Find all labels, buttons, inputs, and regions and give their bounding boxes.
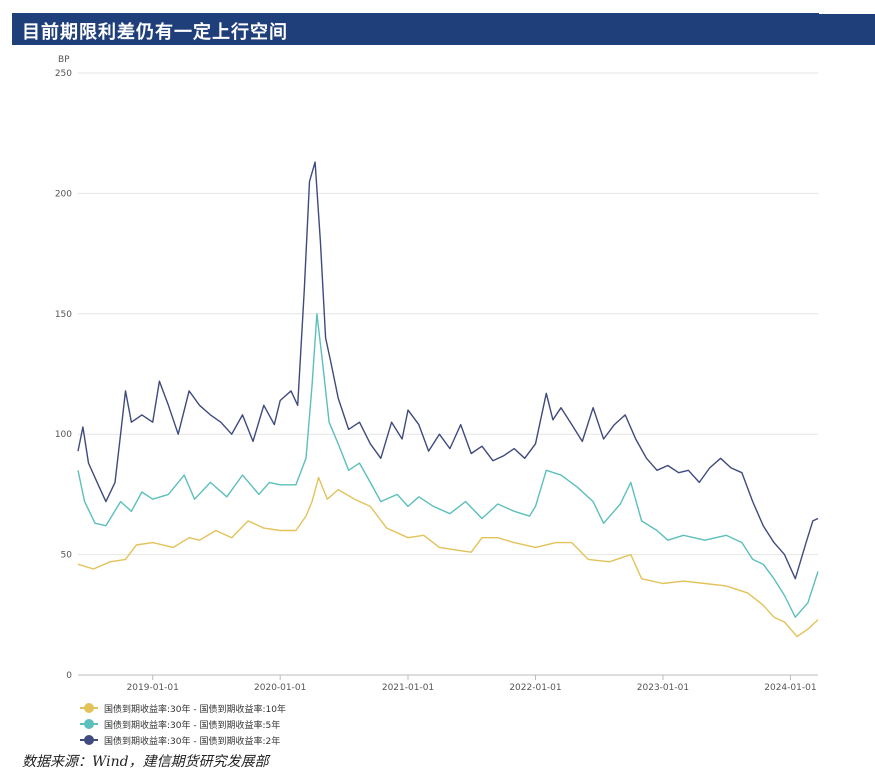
x-tick-label-2020-01-01: 2020-01-01 (254, 683, 306, 693)
legend-label-2y: 国债到期收益率:30年 - 国债到期收益率:2年 (104, 736, 281, 747)
header-bar: 目前期限利差仍有一定上行空间 (12, 11, 875, 45)
x-tick-label-2022-01-01: 2022-01-01 (509, 683, 561, 693)
legend-dot-10y (84, 703, 94, 713)
x-tick-label-2019-01-01: 2019-01-01 (127, 683, 179, 693)
legend-marker-2y (80, 735, 98, 745)
legend-label-10y: 国债到期收益率:30年 - 国债到期收益率:10年 (104, 704, 286, 715)
legend-item-5y[interactable]: 国债到期收益率:30年 - 国债到期收益率:5年 (80, 716, 286, 732)
y-tick-label-0: 0 (66, 671, 72, 681)
x-tick-label-2021-01-01: 2021-01-01 (382, 683, 434, 693)
series-line-2y (77, 161, 819, 580)
header-notch (819, 11, 875, 14)
legend-label-5y: 国债到期收益率:30年 - 国债到期收益率:5年 (104, 720, 281, 731)
legend-marker-5y (80, 719, 98, 729)
series-line-10y (77, 476, 819, 638)
y-tick-label-50: 50 (61, 551, 73, 561)
series-line-5y (77, 313, 819, 618)
y-axis-label: BP (58, 55, 70, 65)
legend: 国债到期收益率:30年 - 国债到期收益率:10年 国债到期收益率:30年 - … (80, 700, 286, 748)
y-tick-label-250: 250 (55, 69, 72, 79)
x-tick-label-2024-01-01: 2024-01-01 (764, 683, 816, 693)
legend-marker-10y (80, 703, 98, 713)
line-chart: 0 50 100 150 200 250 BP 2019-01-01 2020-01-01 202… (55, 55, 819, 693)
legend-item-2y[interactable]: 国债到期收益率:30年 - 国债到期收益率:2年 (80, 732, 286, 748)
page-title: 目前期限利差仍有一定上行空间 (22, 22, 288, 43)
x-tick-label-2023-01-01: 2023-01-01 (637, 683, 689, 693)
y-tick-label-150: 150 (55, 310, 72, 320)
y-tick-label-100: 100 (55, 430, 72, 440)
y-tick-label-200: 200 (55, 189, 72, 199)
legend-dot-5y (84, 719, 94, 729)
legend-item-10y[interactable]: 国债到期收益率:30年 - 国债到期收益率:10年 (80, 700, 286, 716)
legend-dot-2y (84, 735, 94, 745)
data-source-note: 数据来源：Wind，建信期货研究发展部 (22, 754, 269, 770)
